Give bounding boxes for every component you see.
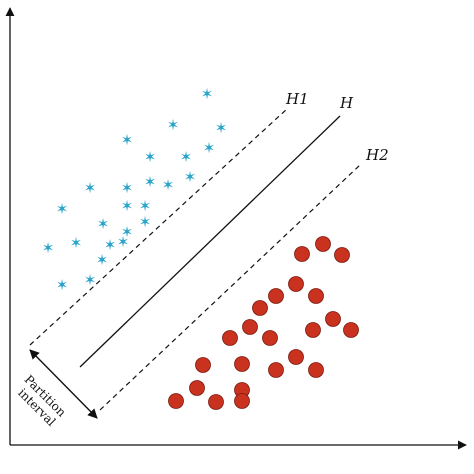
circle-point	[294, 246, 310, 262]
circle-point	[189, 380, 205, 396]
star-point: ✶	[167, 116, 180, 134]
circle-point	[268, 288, 284, 304]
margin-line-h1	[29, 107, 289, 346]
star-point: ✶	[184, 168, 197, 186]
partition-interval-arrow	[29, 349, 98, 419]
circle-point	[208, 394, 224, 410]
circle-point	[343, 322, 359, 338]
label-h: H	[339, 94, 354, 112]
class-b-circles	[168, 236, 359, 410]
star-point: ✶	[201, 85, 214, 103]
star-point: ✶	[56, 276, 69, 294]
circle-point	[222, 330, 238, 346]
star-point: ✶	[139, 213, 152, 231]
star-point: ✶	[203, 139, 216, 157]
star-point: ✶	[121, 197, 134, 215]
star-point: ✶	[144, 173, 157, 191]
star-point: ✶	[97, 215, 110, 233]
star-point: ✶	[104, 236, 117, 254]
circle-point	[308, 288, 324, 304]
star-point: ✶	[139, 197, 152, 215]
circle-point	[334, 247, 350, 263]
circle-point	[234, 356, 250, 372]
star-point: ✶	[70, 234, 83, 252]
star-point: ✶	[121, 179, 134, 197]
star-point: ✶	[144, 148, 157, 166]
label-h2: H2	[365, 146, 389, 164]
circle-point	[308, 362, 324, 378]
star-point: ✶	[42, 239, 55, 257]
star-point: ✶	[84, 179, 97, 197]
star-point: ✶	[215, 119, 228, 137]
circle-point	[288, 349, 304, 365]
star-point: ✶	[117, 233, 130, 251]
star-point: ✶	[121, 131, 134, 149]
circle-point	[234, 393, 250, 409]
class-a-stars: ✶✶ ✶✶ ✶✶ ✶✶ ✶ ✶ ✶ ✶✶ ✶✶✶ ✶✶✶ ✶✶✶✶✶✶	[42, 85, 228, 294]
star-point: ✶	[84, 271, 97, 289]
circle-point	[305, 322, 321, 338]
circle-point	[268, 362, 284, 378]
margin-line-h2	[99, 164, 361, 411]
label-h1: H1	[285, 90, 309, 108]
star-point: ✶	[56, 200, 69, 218]
circle-point	[195, 357, 211, 373]
circle-point	[325, 311, 341, 327]
star-point: ✶	[180, 148, 193, 166]
circle-point	[262, 330, 278, 346]
star-point: ✶	[121, 223, 134, 241]
hyperplane-h	[79, 115, 341, 368]
circle-point	[242, 319, 258, 335]
star-point: ✶	[96, 251, 109, 269]
circle-point	[252, 300, 268, 316]
circle-point	[168, 393, 184, 409]
star-point: ✶	[162, 176, 175, 194]
circle-point	[288, 276, 304, 292]
circle-point	[315, 236, 331, 252]
